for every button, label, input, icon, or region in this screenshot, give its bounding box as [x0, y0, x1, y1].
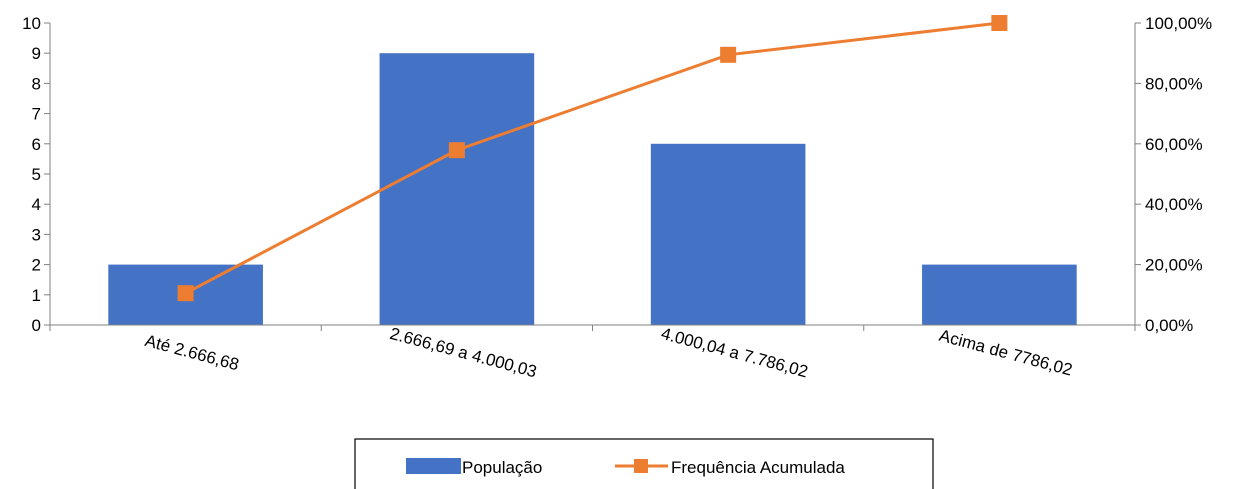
- legend-label-bar: População: [462, 458, 542, 477]
- axes-group: 0123456789100,00%20,00%40,00%60,00%80,00…: [22, 14, 1212, 381]
- x-tick-label: 4.000,04 a 7.786,02: [659, 324, 810, 381]
- x-tick-label: 2.666,69 a 4.000,03: [388, 324, 539, 381]
- y-left-tick-label: 4: [32, 195, 41, 214]
- bar-3: [650, 143, 806, 325]
- bar-2: [379, 53, 535, 325]
- y-left-tick-label: 1: [32, 286, 41, 305]
- y-left-tick-label: 8: [32, 74, 41, 93]
- line-series-group: [177, 15, 1008, 302]
- y-right-tick-label: 100,00%: [1145, 14, 1212, 33]
- legend-swatch-marker: [634, 459, 648, 473]
- y-left-tick-label: 7: [32, 105, 41, 124]
- bars-group: [108, 53, 1077, 325]
- line-marker-1: [177, 285, 194, 302]
- cumulative-line: [184, 21, 1000, 295]
- y-left-tick-label: 2: [32, 256, 41, 275]
- y-left-tick-label: 5: [32, 165, 41, 184]
- y-left-tick-label: 10: [22, 14, 41, 33]
- y-left-tick-label: 6: [32, 135, 41, 154]
- y-right-tick-label: 0,00%: [1145, 316, 1193, 335]
- x-tick-label: Acima de 7786,02: [937, 326, 1074, 380]
- y-left-tick-label: 3: [32, 225, 41, 244]
- y-left-tick-label: 9: [32, 44, 41, 63]
- x-tick-label: Até 2.666,68: [143, 331, 241, 374]
- line-marker-4: [991, 15, 1008, 31]
- y-right-tick-label: 40,00%: [1145, 195, 1203, 214]
- legend: População Frequência Acumulada: [354, 438, 934, 489]
- y-right-tick-label: 80,00%: [1145, 74, 1203, 93]
- y-right-tick-label: 60,00%: [1145, 135, 1203, 154]
- y-right-tick-label: 20,00%: [1145, 256, 1203, 275]
- line-marker-3: [720, 46, 737, 63]
- bar-4: [922, 264, 1077, 325]
- legend-label-line: Frequência Acumulada: [671, 458, 845, 477]
- legend-swatch-bar: [406, 458, 461, 474]
- line-marker-2: [448, 142, 465, 159]
- y-left-tick-label: 0: [32, 316, 41, 335]
